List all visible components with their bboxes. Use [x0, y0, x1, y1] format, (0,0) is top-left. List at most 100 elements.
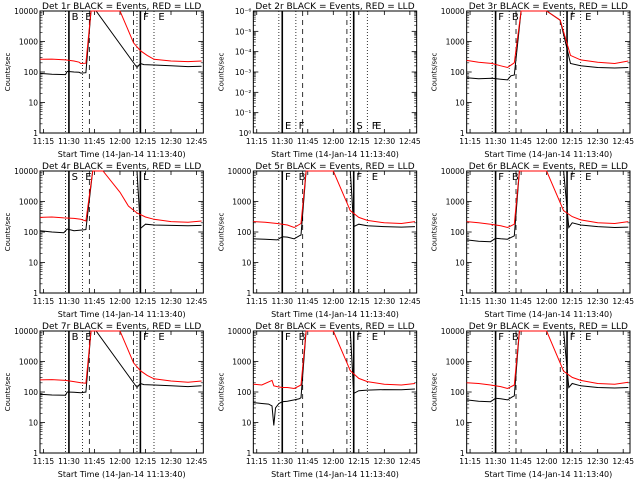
x-tick-label: 12:15 — [135, 457, 157, 466]
x-tick-label: 11:30 — [58, 297, 80, 306]
y-axis-label: Counts/sec — [4, 53, 12, 92]
event-letter: E — [285, 121, 291, 132]
series-events-line — [253, 170, 416, 241]
event-letter: F — [498, 172, 504, 183]
x-tick-label: 12:45 — [399, 137, 421, 146]
y-tick-label: 1000 — [446, 38, 465, 47]
event-letter: B — [72, 332, 79, 343]
plot-frame — [39, 10, 204, 134]
x-tick-label: 11:15 — [246, 297, 268, 306]
y-axis-label: Counts/sec — [4, 373, 12, 412]
y-tick-label: 10 — [242, 419, 252, 428]
y-tick-label: 10⁻² — [235, 88, 252, 97]
x-tick-label: 11:45 — [297, 297, 319, 306]
event-letter: F — [285, 332, 291, 343]
y-axis-label: Counts/sec — [431, 213, 439, 252]
y-tick-label: 1 — [33, 289, 38, 298]
series-lld-line — [466, 170, 629, 229]
y-tick-label: 10⁻⁶ — [235, 7, 252, 16]
x-tick-label: 11:30 — [271, 297, 293, 306]
event-letter: B — [512, 12, 519, 23]
chart-panel: Det 1r BLACK = Events, RED = LLD Counts/s… — [4, 2, 208, 159]
chart-panel: Det 5r BLACK = Events, RED = LLD Counts/s… — [217, 162, 421, 319]
series-lld-line — [466, 330, 629, 390]
series-events-line — [39, 330, 202, 396]
event-letter: L — [143, 172, 149, 183]
x-axis-label: Start Time (14-Jan-14 11:13:40) — [271, 470, 399, 479]
y-tick-label: 10000 — [14, 167, 38, 176]
event-letter: F — [285, 172, 291, 183]
x-tick-label: 12:30 — [160, 137, 182, 146]
x-axis-label: Start Time (14-Jan-14 11:13:40) — [58, 310, 186, 319]
x-tick-label: 12:15 — [561, 457, 583, 466]
x-tick-label: 12:00 — [322, 137, 344, 146]
x-tick-label: 12:00 — [109, 457, 131, 466]
plot-frame — [252, 170, 418, 294]
event-letter: F — [372, 121, 378, 132]
series-lld-line — [39, 10, 202, 65]
x-tick-label: 12:45 — [186, 457, 208, 466]
y-tick-label: 100 — [24, 228, 39, 237]
x-tick-label: 12:45 — [186, 297, 208, 306]
x-tick-label: 11:15 — [33, 457, 55, 466]
x-tick-label: 11:30 — [58, 137, 80, 146]
x-tick-label: 12:00 — [109, 297, 131, 306]
x-tick-label: 12:15 — [348, 137, 370, 146]
event-letter: F — [498, 332, 504, 343]
y-tick-label: 100 — [237, 388, 252, 397]
x-tick-label: 12:30 — [587, 457, 609, 466]
x-tick-label: 11:30 — [58, 457, 80, 466]
event-letter: F — [356, 332, 362, 343]
x-tick-label: 12:45 — [399, 297, 421, 306]
series-events-line — [39, 170, 202, 234]
chart-title: Det 8r BLACK = Events, RED = LLD — [255, 322, 414, 332]
y-tick-label: 100 — [237, 228, 252, 237]
x-tick-label: 11:15 — [33, 137, 55, 146]
y-tick-label: 1000 — [232, 358, 251, 367]
x-tick-label: 12:00 — [322, 457, 344, 466]
y-tick-label: 1 — [460, 129, 465, 138]
plot-frame — [252, 10, 418, 134]
y-tick-label: 10⁰ — [239, 129, 252, 138]
y-tick-label: 1000 — [19, 198, 38, 207]
y-axis-label: Counts/sec — [4, 213, 12, 252]
x-tick-label: 12:30 — [374, 297, 396, 306]
x-tick-label: 11:30 — [271, 457, 293, 466]
event-letter: F — [570, 172, 576, 183]
chart-title: Det 9r BLACK = Events, RED = LLD — [469, 322, 628, 332]
chart-panel: Det 3r BLACK = Events, RED = LLD Counts/s… — [431, 2, 635, 159]
x-tick-label: 12:00 — [322, 297, 344, 306]
event-letter: F — [143, 12, 149, 23]
event-letter: S — [72, 172, 78, 183]
x-tick-label: 12:00 — [109, 137, 131, 146]
x-tick-label: 11:30 — [485, 457, 507, 466]
event-letter: E — [585, 332, 591, 343]
y-tick-label: 10 — [455, 259, 465, 268]
series-lld-line — [253, 330, 416, 390]
x-tick-label: 12:45 — [186, 137, 208, 146]
event-letter: F — [570, 12, 576, 23]
y-tick-label: 1000 — [19, 38, 38, 47]
x-tick-label: 12:30 — [160, 457, 182, 466]
y-axis-label: Counts/sec — [431, 373, 439, 412]
chart-title: Det 7r BLACK = Events, RED = LLD — [42, 322, 201, 332]
event-letter: E — [585, 12, 591, 23]
y-tick-label: 10⁻⁵ — [235, 27, 252, 36]
x-tick-label: 12:45 — [612, 457, 634, 466]
event-letter: B — [299, 332, 306, 343]
y-tick-label: 100 — [450, 228, 465, 237]
event-letter: F — [356, 172, 362, 183]
y-tick-label: 10 — [455, 99, 465, 108]
x-tick-label: 11:30 — [485, 137, 507, 146]
event-letter: F — [498, 12, 504, 23]
x-tick-label: 12:15 — [135, 297, 157, 306]
x-tick-label: 11:45 — [84, 457, 106, 466]
series-events-line — [466, 10, 629, 81]
chart-title: Det 4r BLACK = Events, RED = LLD — [42, 162, 201, 172]
event-letter: S — [356, 121, 362, 132]
y-tick-label: 100 — [24, 388, 39, 397]
y-tick-label: 10000 — [441, 327, 465, 336]
event-letter: B — [299, 172, 306, 183]
